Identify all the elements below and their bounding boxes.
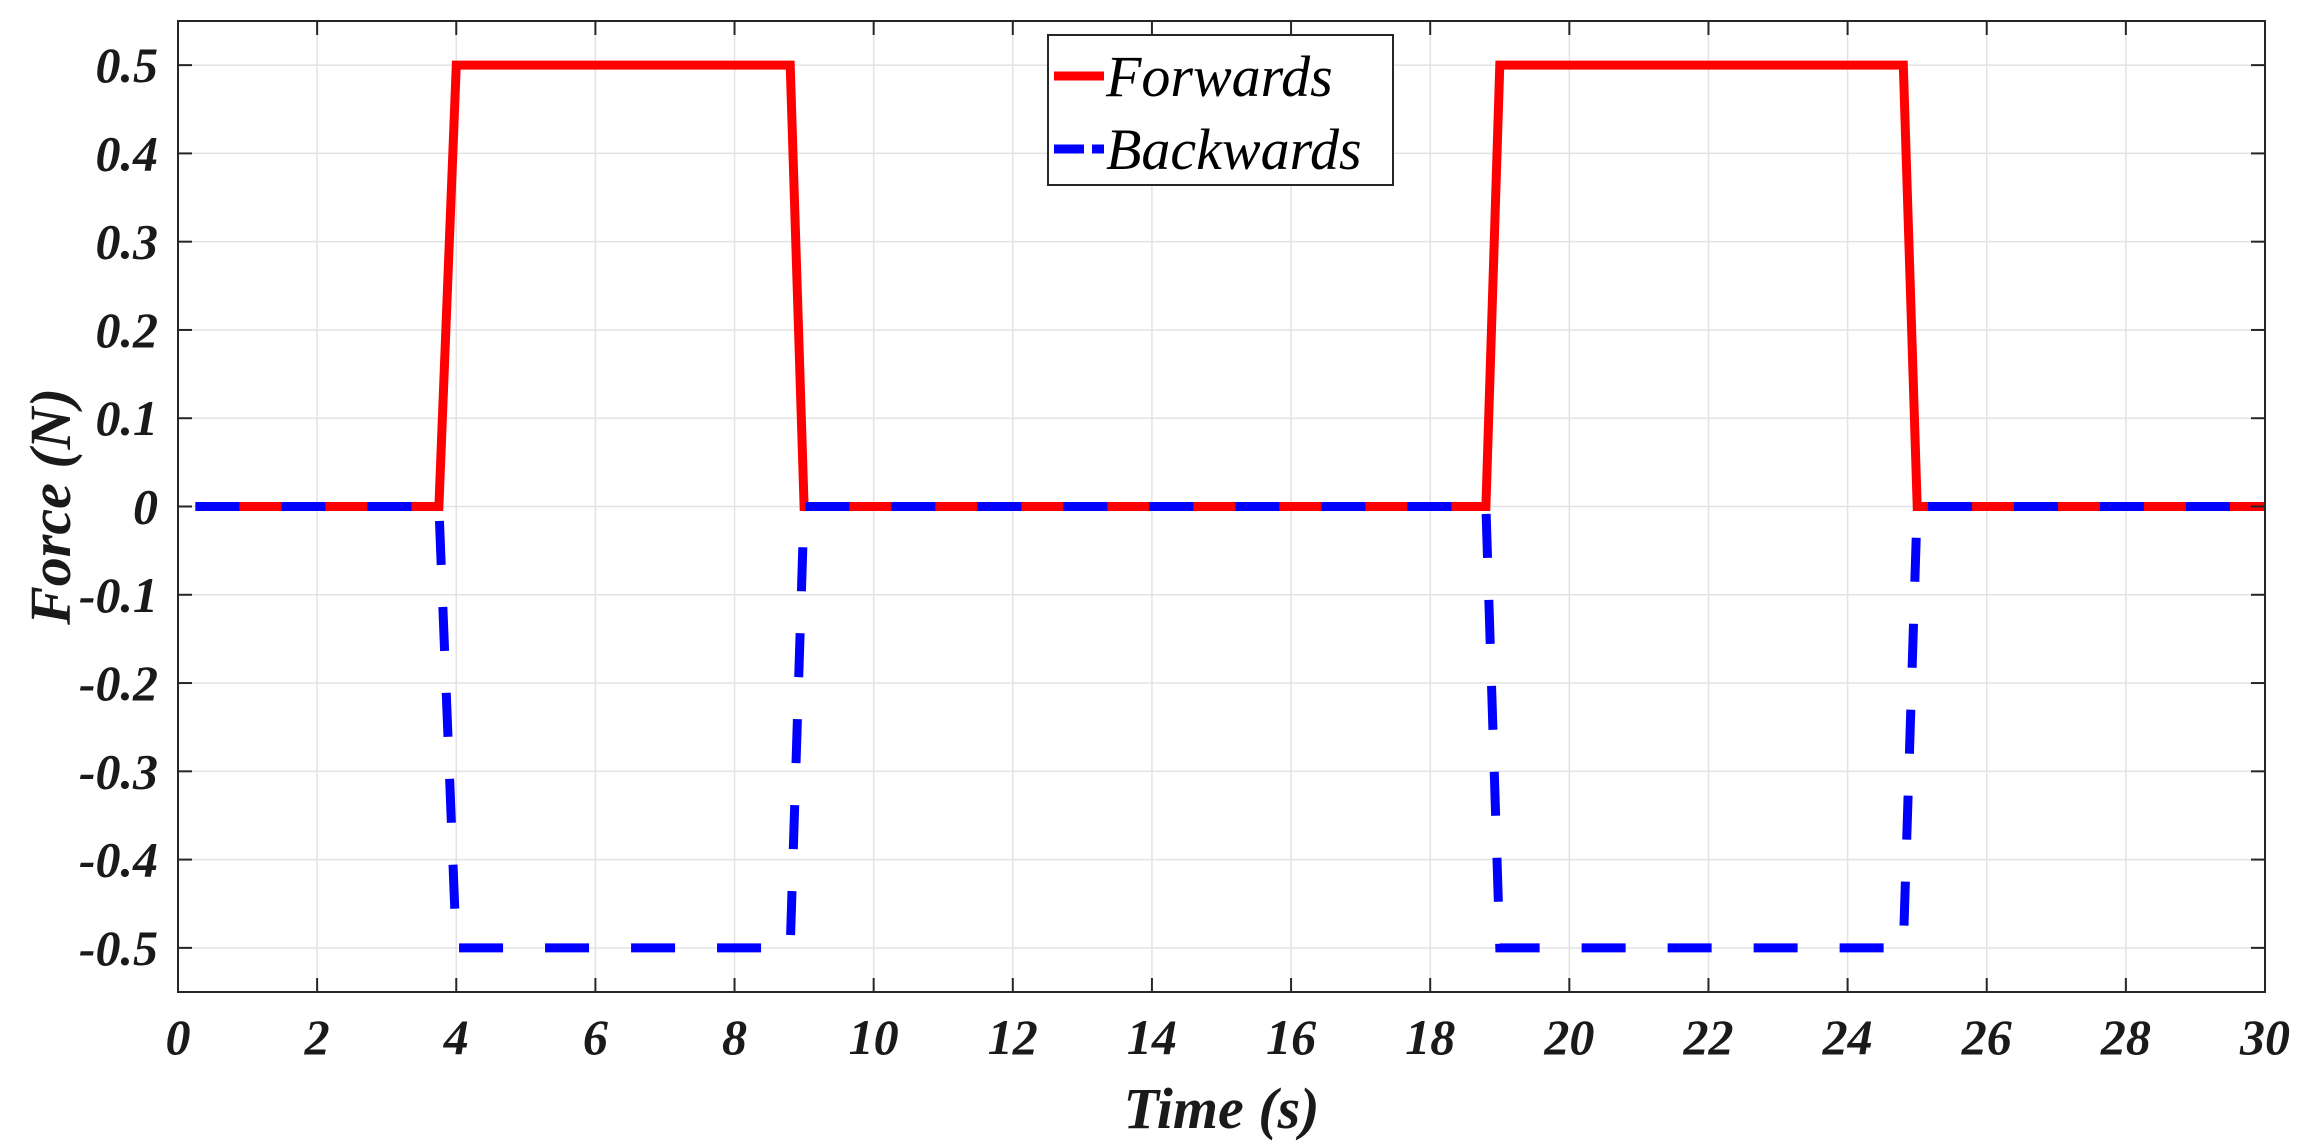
- series-line-forwards: [195, 60, 2265, 511]
- x-tick-label: 26: [1961, 1009, 2012, 1065]
- y-tick-label: -0.3: [79, 743, 158, 799]
- x-axis-ticks: 0 2 4 6 8 10 12 14 16 18 20 22 24 26 28 30: [166, 21, 2290, 1065]
- y-tick-label: 0.5: [96, 37, 159, 93]
- x-axis-label: Time (s): [1124, 1076, 1320, 1141]
- legend: Forwards Backwards: [1047, 34, 1394, 186]
- y-tick-label: 0: [133, 479, 158, 535]
- legend-box: [1047, 34, 1394, 186]
- series-line-backwards: [195, 502, 2265, 953]
- y-tick-label: -0.5: [79, 920, 158, 976]
- legend-label-backwards: Backwards: [1106, 117, 1362, 182]
- x-tick-label: 10: [849, 1009, 899, 1065]
- y-tick-label: 0.1: [96, 390, 159, 446]
- x-tick-label: 24: [1822, 1009, 1873, 1065]
- x-tick-label: 20: [1543, 1009, 1594, 1065]
- x-tick-label: 16: [1266, 1009, 1316, 1065]
- x-tick-label: 2: [304, 1009, 330, 1065]
- x-tick-label: 12: [988, 1009, 1038, 1065]
- x-tick-label: 30: [2239, 1009, 2290, 1065]
- y-tick-label: 0.2: [96, 302, 159, 358]
- y-tick-label: -0.1: [79, 567, 158, 623]
- x-tick-label: 14: [1127, 1009, 1177, 1065]
- x-tick-label: 18: [1405, 1009, 1455, 1065]
- x-tick-label: 28: [2100, 1009, 2151, 1065]
- y-tick-label: -0.4: [79, 832, 158, 888]
- x-tick-label: 0: [166, 1009, 191, 1065]
- x-tick-label: 8: [722, 1009, 747, 1065]
- x-tick-label: 4: [443, 1009, 469, 1065]
- x-tick-label: 22: [1682, 1009, 1733, 1065]
- y-axis-ticks: 0.5 0.4 0.3 0.2 0.1 0 -0.1 -0.2 -0.3 -0.4 -0.5: [79, 37, 2265, 976]
- x-tick-label: 6: [583, 1009, 608, 1065]
- plot-lines: [195, 60, 2265, 953]
- y-tick-label: 0.3: [96, 214, 159, 270]
- y-tick-label: -0.2: [79, 655, 158, 711]
- y-axis-label: Force (N): [18, 388, 83, 626]
- y-tick-label: 0.4: [96, 125, 159, 181]
- legend-label-forwards: Forwards: [1105, 44, 1333, 109]
